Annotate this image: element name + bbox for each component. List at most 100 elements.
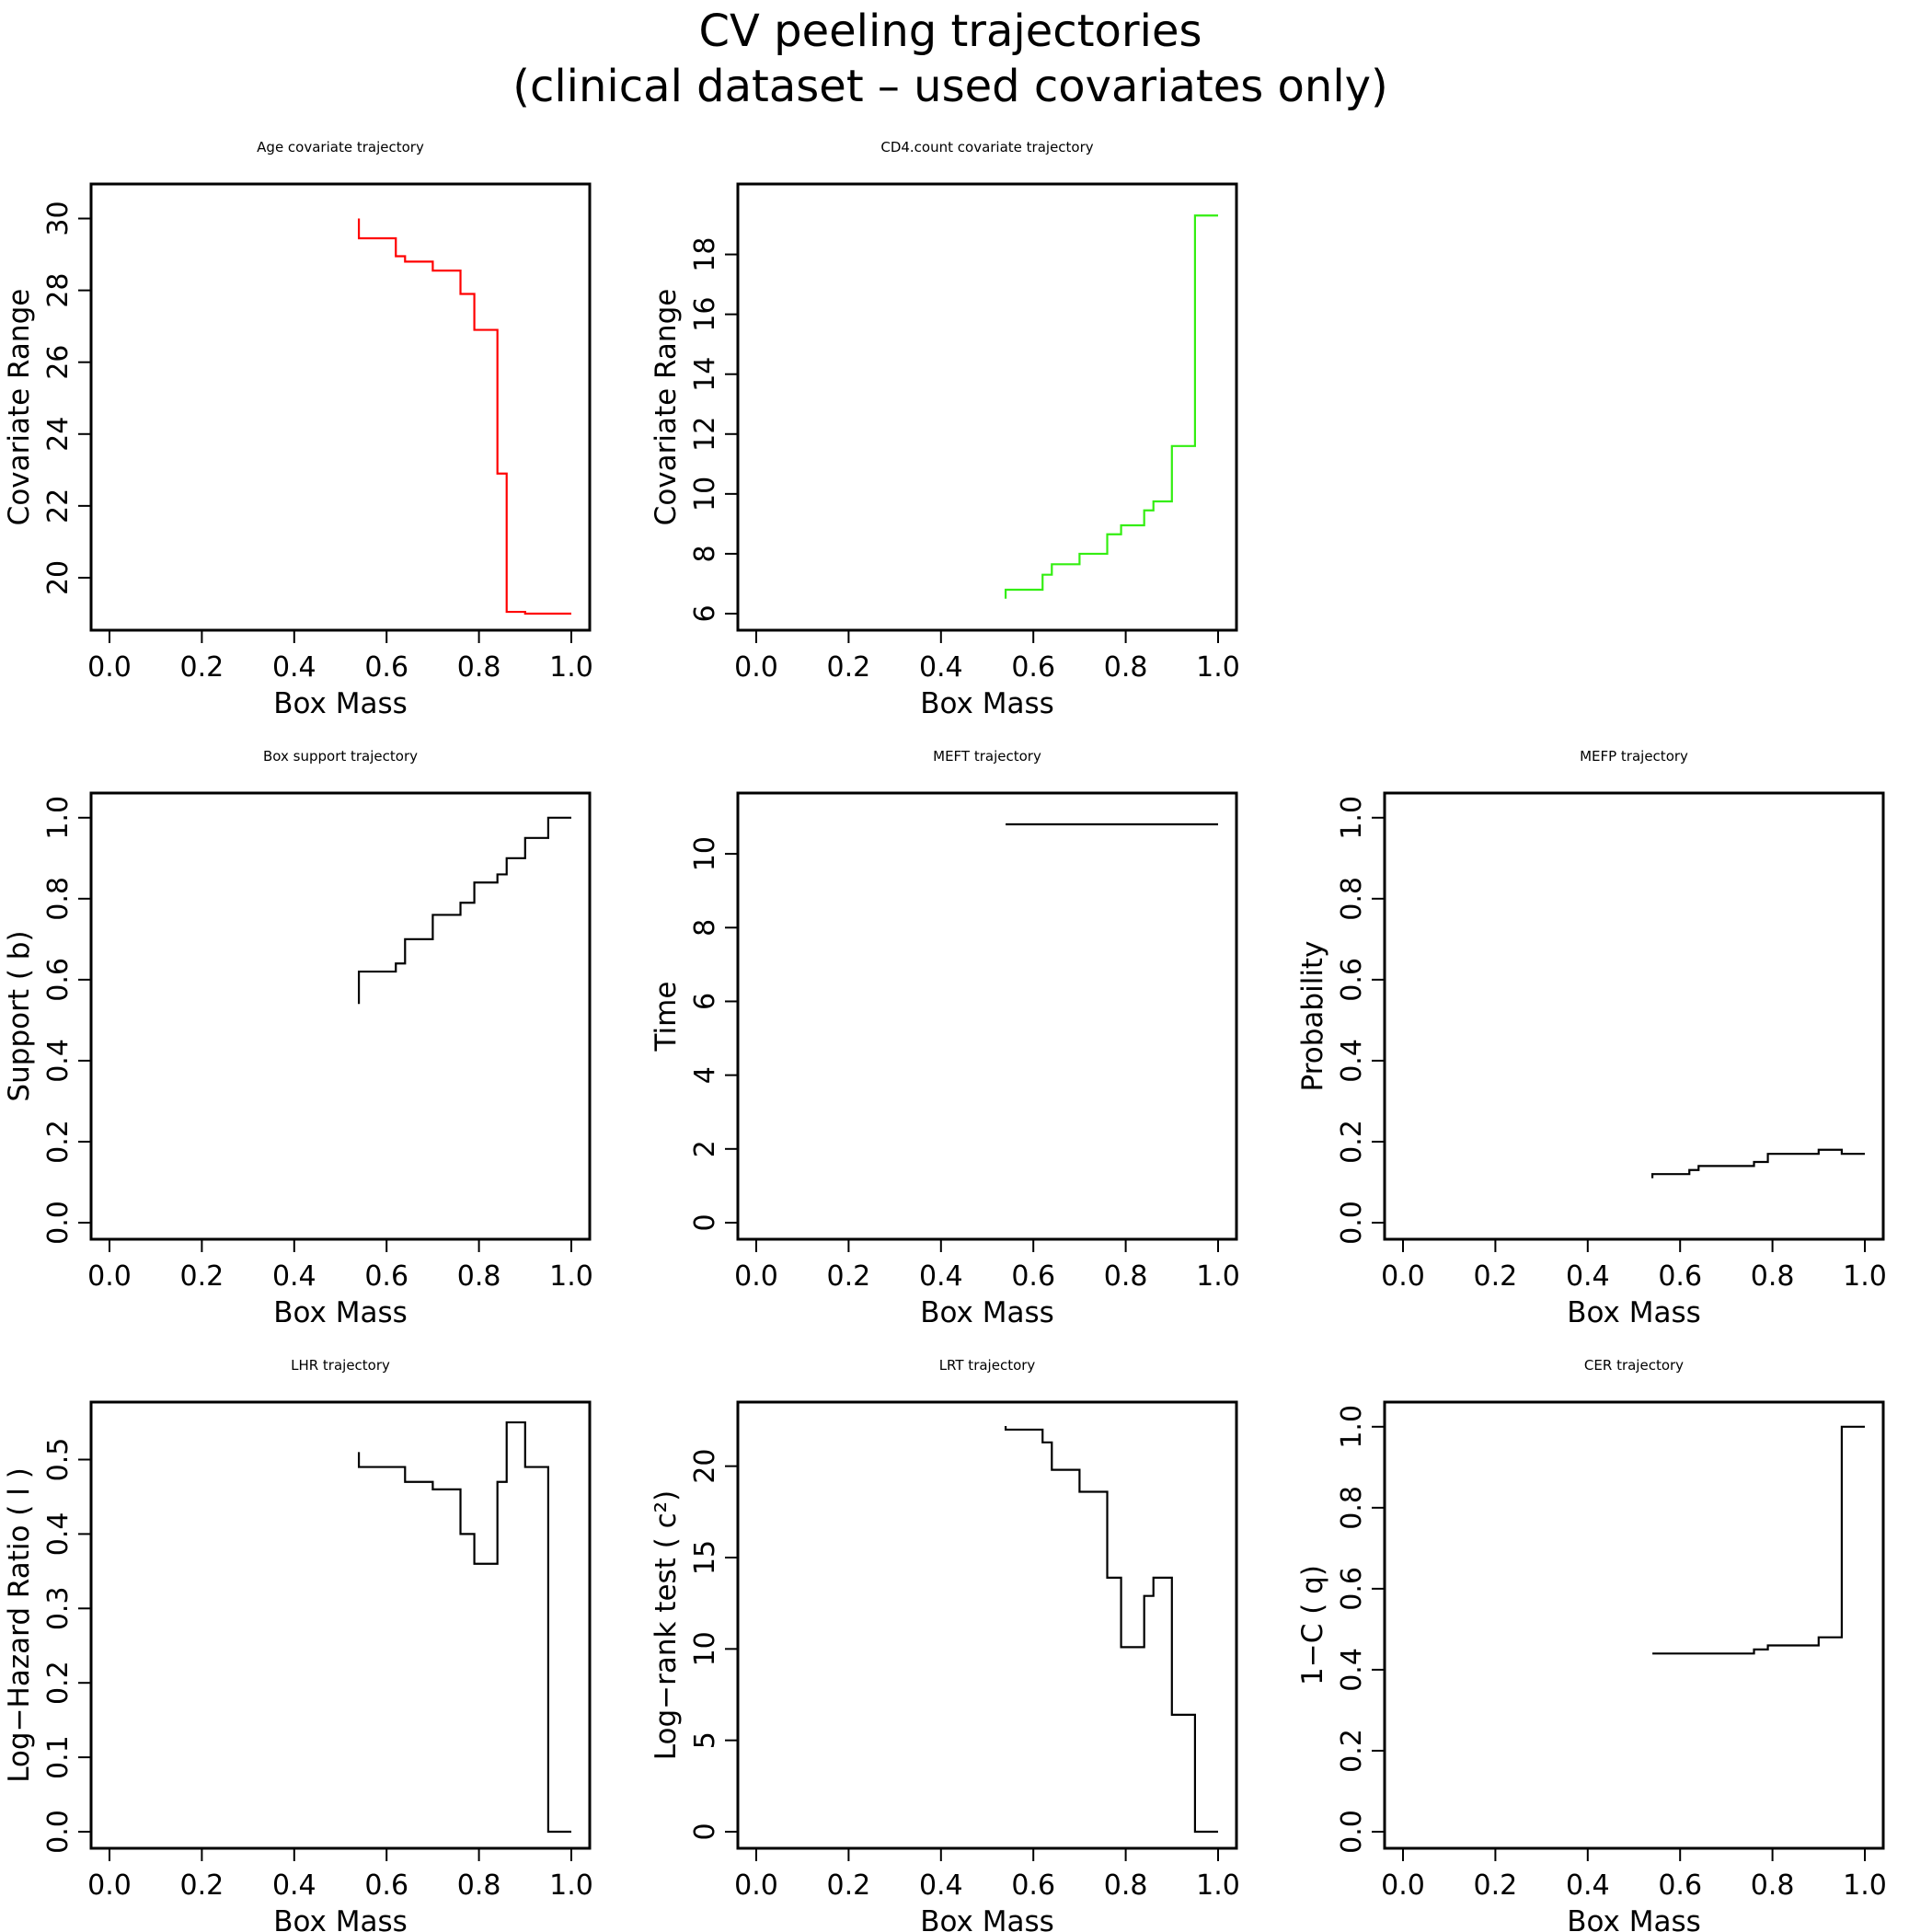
x-axis-label: Box Mass xyxy=(1567,1905,1701,1932)
series-line xyxy=(357,1420,571,1834)
x-tick-label: 0.2 xyxy=(827,1260,871,1293)
chart-panel: LRT trajectory 0.0 0.2 0.4 0.6 0.8 1.0 0 5 10 15 20… xyxy=(650,1357,1240,1932)
chart-panel: Box support trajectory 0.0 0.2 0.4 0.6 0.8 1.0… xyxy=(3,748,593,1329)
x-tick-label: 1.0 xyxy=(1843,1260,1887,1293)
x-tick-label: 0.0 xyxy=(734,651,778,684)
x-tick-label: 1.0 xyxy=(549,1260,593,1293)
x-tick-label: 0.8 xyxy=(1104,651,1148,684)
plot-frame xyxy=(89,1400,592,1850)
y-tick-label: 0.4 xyxy=(1336,1039,1368,1083)
y-axis-label: Probability xyxy=(1296,941,1329,1092)
x-tick-label: 1.0 xyxy=(549,1869,593,1902)
y-tick-label: 10 xyxy=(689,477,721,512)
x-tick-label: 0.2 xyxy=(180,1260,224,1293)
y-tick-label: 0.0 xyxy=(1336,1810,1368,1854)
x-tick-label: 0.0 xyxy=(734,1869,778,1902)
y-tick-label: 20 xyxy=(42,560,75,595)
x-tick-label: 0.8 xyxy=(1751,1260,1795,1293)
y-tick-label: 6 xyxy=(689,993,721,1010)
y-tick-label: 0 xyxy=(689,1823,721,1840)
y-tick-label: 1.0 xyxy=(1336,1405,1368,1449)
y-tick-label: 0.4 xyxy=(1336,1648,1368,1692)
panel-title: CER trajectory xyxy=(1584,1357,1684,1374)
x-axis-label: Box Mass xyxy=(273,1296,408,1329)
x-tick-label: 0.2 xyxy=(827,1869,871,1902)
y-tick-label: 28 xyxy=(42,273,75,308)
y-axis-label: Covariate Range xyxy=(3,289,36,526)
x-axis-label: Box Mass xyxy=(920,687,1054,720)
x-tick-label: 0.8 xyxy=(1104,1869,1148,1902)
y-tick-label: 4 xyxy=(689,1066,721,1084)
y-axis-label: Log−Hazard Ratio ( l ) xyxy=(3,1467,36,1783)
x-tick-label: 0.2 xyxy=(180,651,224,684)
x-tick-label: 0.0 xyxy=(87,1260,132,1293)
y-tick-label: 0.5 xyxy=(42,1438,75,1482)
panel-title: LHR trajectory xyxy=(291,1357,390,1374)
y-tick-label: 1.0 xyxy=(1336,796,1368,840)
x-tick-label: 0.8 xyxy=(1751,1869,1795,1902)
y-tick-label: 0.8 xyxy=(42,877,75,921)
y-tick-label: 0.0 xyxy=(42,1201,75,1245)
x-tick-label: 0.6 xyxy=(1658,1869,1702,1902)
x-tick-label: 0.2 xyxy=(827,651,871,684)
series-line xyxy=(1652,1425,1865,1655)
figure-title-line2: (clinical dataset – used covariates only… xyxy=(512,61,1388,112)
x-tick-label: 0.0 xyxy=(87,1869,132,1902)
x-tick-label: 0.6 xyxy=(1011,1260,1055,1293)
panel-title: Age covariate trajectory xyxy=(257,139,424,155)
y-tick-label: 1.0 xyxy=(42,796,75,840)
x-axis-label: Box Mass xyxy=(273,687,408,720)
x-tick-label: 0.0 xyxy=(734,1260,778,1293)
y-tick-label: 10 xyxy=(689,1631,721,1666)
plot-frame xyxy=(736,182,1238,632)
x-axis-label: Box Mass xyxy=(920,1905,1054,1932)
plot-frame xyxy=(736,791,1238,1241)
y-tick-label: 16 xyxy=(689,297,721,332)
y-axis-label: Log−rank test ( c²) xyxy=(650,1490,683,1760)
chart-panel: Age covariate trajectory 0.0 0.2 0.4 0.6 0.8 1… xyxy=(3,139,593,720)
series-line xyxy=(1004,1425,1218,1834)
y-tick-label: 0.6 xyxy=(1336,1567,1368,1611)
x-tick-label: 0.8 xyxy=(457,1869,501,1902)
chart-panel: LHR trajectory 0.0 0.2 0.4 0.6 0.8 1.0 0.0 0.1 0.… xyxy=(3,1357,593,1932)
x-tick-label: 0.4 xyxy=(272,1260,316,1293)
series-line xyxy=(357,816,571,1005)
plot-frame xyxy=(89,791,592,1241)
x-tick-label: 0.4 xyxy=(272,1869,316,1902)
y-tick-label: 2 xyxy=(689,1140,721,1157)
x-tick-label: 0.6 xyxy=(364,651,408,684)
x-tick-label: 1.0 xyxy=(1843,1869,1887,1902)
x-tick-label: 0.0 xyxy=(1381,1260,1425,1293)
x-axis-label: Box Mass xyxy=(920,1296,1054,1329)
y-tick-label: 0 xyxy=(689,1213,721,1231)
x-tick-label: 0.0 xyxy=(87,651,132,684)
figure-title-line1: CV peeling trajectories xyxy=(699,6,1202,57)
y-tick-label: 8 xyxy=(689,545,721,562)
y-axis-label: Covariate Range xyxy=(650,289,683,526)
y-tick-label: 18 xyxy=(689,236,721,271)
y-tick-label: 26 xyxy=(42,345,75,380)
series-line xyxy=(1650,1148,1865,1179)
y-tick-label: 0.8 xyxy=(1336,877,1368,921)
y-tick-label: 0.1 xyxy=(42,1735,75,1779)
x-tick-label: 0.2 xyxy=(1474,1869,1518,1902)
x-tick-label: 0.4 xyxy=(919,651,963,684)
series-line xyxy=(357,218,571,615)
x-tick-label: 0.2 xyxy=(1474,1260,1518,1293)
x-tick-label: 0.4 xyxy=(272,651,316,684)
x-tick-label: 0.6 xyxy=(1011,651,1055,684)
y-tick-label: 0.2 xyxy=(1336,1120,1368,1164)
x-tick-label: 0.4 xyxy=(1566,1260,1610,1293)
x-tick-label: 0.6 xyxy=(364,1869,408,1902)
x-tick-label: 1.0 xyxy=(1196,1869,1240,1902)
y-tick-label: 0.4 xyxy=(42,1512,75,1557)
panel-title: LRT trajectory xyxy=(939,1357,1036,1374)
x-axis-label: Box Mass xyxy=(273,1905,408,1932)
x-tick-label: 0.6 xyxy=(364,1260,408,1293)
x-tick-label: 0.6 xyxy=(1011,1869,1055,1902)
y-tick-label: 30 xyxy=(42,201,75,236)
y-axis-label: Support ( b) xyxy=(3,930,36,1101)
y-tick-label: 24 xyxy=(42,417,75,452)
x-tick-label: 0.8 xyxy=(457,1260,501,1293)
